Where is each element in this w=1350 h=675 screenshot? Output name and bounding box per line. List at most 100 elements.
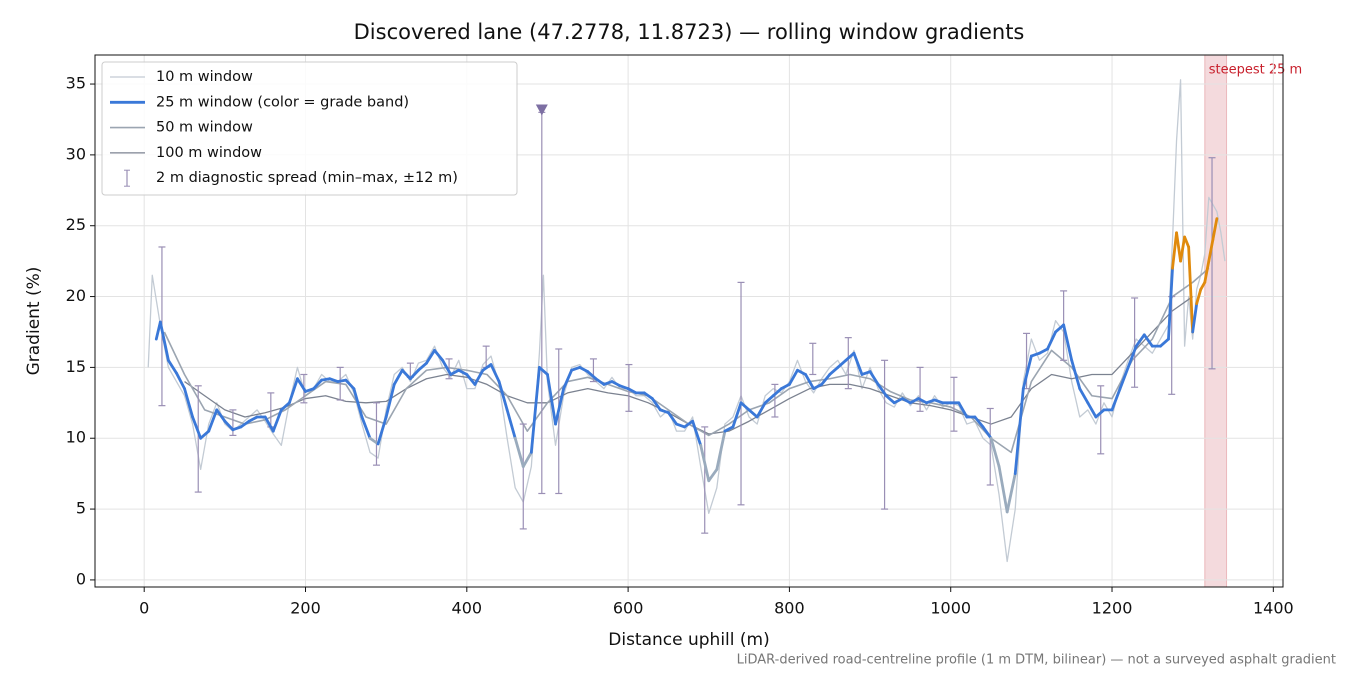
x-tick-label: 1000 bbox=[930, 599, 971, 618]
error-bar bbox=[737, 281, 745, 506]
line-segment bbox=[1078, 387, 1090, 405]
legend-label: 2 m diagnostic spread (min–max, ±12 m) bbox=[156, 170, 458, 186]
line-segment bbox=[1094, 408, 1106, 419]
line-segment bbox=[473, 368, 485, 386]
line-segment bbox=[360, 415, 372, 440]
x-tick-label: 1200 bbox=[1092, 599, 1133, 618]
line-segment bbox=[989, 436, 1001, 468]
line-segment bbox=[1005, 472, 1017, 514]
plot-frame bbox=[94, 54, 1284, 588]
line-segment bbox=[892, 397, 904, 405]
line-segment bbox=[1159, 337, 1170, 348]
line-segment bbox=[489, 363, 501, 383]
line-segment bbox=[610, 380, 622, 388]
line-segment bbox=[344, 378, 356, 391]
line-segment bbox=[796, 368, 807, 376]
line-segment bbox=[836, 358, 848, 369]
line-segment bbox=[505, 408, 517, 440]
error-bar bbox=[881, 359, 889, 510]
y-tick-label: 20 bbox=[66, 286, 86, 305]
line-segment bbox=[618, 384, 630, 391]
error-bar bbox=[771, 383, 779, 418]
line-segment bbox=[699, 443, 711, 483]
line-segment bbox=[296, 377, 307, 393]
line-segment bbox=[529, 365, 541, 454]
error-bar bbox=[701, 426, 709, 534]
x-tick-label: 200 bbox=[290, 599, 321, 618]
line-segment bbox=[304, 387, 315, 393]
line-segment bbox=[1179, 235, 1186, 263]
error-bar bbox=[519, 423, 527, 530]
y-tick-label: 0 bbox=[76, 569, 86, 588]
line-segment bbox=[1070, 358, 1082, 391]
error-bar bbox=[372, 402, 380, 466]
error-bar bbox=[229, 409, 237, 437]
x-tick-label: 1400 bbox=[1253, 599, 1294, 618]
line-segment bbox=[981, 425, 993, 440]
line-segment bbox=[683, 419, 695, 429]
line-segment bbox=[223, 419, 235, 432]
error-bar bbox=[986, 407, 994, 486]
line-segment bbox=[820, 373, 832, 386]
error-bar bbox=[555, 348, 563, 495]
line-segment bbox=[771, 387, 783, 398]
line-segment bbox=[715, 429, 727, 471]
line-segment bbox=[1118, 365, 1130, 391]
line-segment bbox=[271, 408, 283, 433]
error-bar bbox=[336, 366, 344, 401]
line-segment bbox=[1046, 330, 1057, 351]
line-segment bbox=[1062, 323, 1074, 362]
line-segment bbox=[376, 415, 388, 446]
line-segment bbox=[1207, 238, 1215, 263]
error-bar bbox=[916, 366, 924, 412]
line-segment bbox=[239, 419, 251, 429]
line-segment bbox=[521, 451, 533, 468]
line-segment bbox=[828, 365, 840, 376]
x-tick-label: 800 bbox=[774, 599, 805, 618]
legend-label: 100 m window bbox=[156, 145, 262, 161]
line-segment bbox=[707, 468, 719, 483]
line-segment bbox=[884, 394, 896, 405]
x-tick-label: 600 bbox=[613, 599, 644, 618]
error-bar bbox=[1208, 157, 1216, 370]
line-segment bbox=[691, 419, 703, 447]
line-segment bbox=[554, 387, 565, 426]
line-segment bbox=[1183, 235, 1191, 249]
line-segment bbox=[191, 415, 203, 440]
line-segment bbox=[562, 368, 574, 391]
line-segment bbox=[973, 415, 985, 429]
legend-label: 25 m window (color = grade band) bbox=[156, 94, 409, 110]
line-segment bbox=[263, 415, 275, 433]
line-segment bbox=[868, 370, 880, 386]
line-segment bbox=[650, 397, 662, 412]
line-segment bbox=[1134, 333, 1146, 348]
line-segment bbox=[328, 377, 340, 383]
line-segment bbox=[1187, 245, 1195, 334]
y-tick-label: 25 bbox=[66, 215, 86, 234]
line-segment bbox=[917, 397, 928, 405]
error-bar bbox=[844, 337, 852, 390]
line-segment bbox=[199, 429, 211, 440]
line-segment bbox=[1029, 351, 1041, 358]
line-segment bbox=[1038, 347, 1049, 355]
line-segment bbox=[900, 397, 912, 405]
x-tick-label: 400 bbox=[452, 599, 483, 618]
line-segment bbox=[368, 436, 380, 446]
line-segment bbox=[449, 368, 461, 376]
line-segment bbox=[908, 397, 920, 405]
x-tick-label: 0 bbox=[139, 599, 149, 618]
line-segment bbox=[755, 401, 767, 419]
legend-label: 10 m window bbox=[156, 69, 253, 85]
line-segment bbox=[997, 465, 1009, 514]
line-segment bbox=[231, 425, 243, 432]
line-segment bbox=[1086, 401, 1098, 419]
line-segment bbox=[175, 371, 186, 391]
line-segment bbox=[578, 365, 590, 374]
line-segment bbox=[279, 401, 291, 412]
line-segment bbox=[497, 380, 509, 412]
line-segment bbox=[546, 373, 557, 426]
line-segment bbox=[739, 401, 751, 412]
line-segment bbox=[481, 363, 493, 372]
